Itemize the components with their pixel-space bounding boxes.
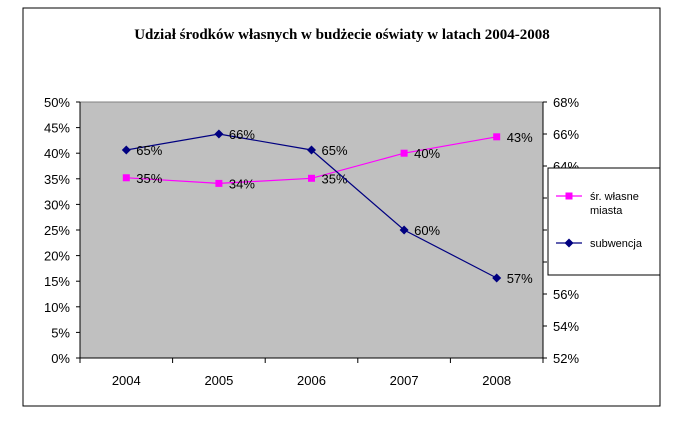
data-label-subsidy: 60% <box>414 223 440 238</box>
legend-marker-subsidy <box>564 238 574 248</box>
left-axis-tick-label: 40% <box>44 146 70 161</box>
data-point-subsidy <box>307 145 316 155</box>
data-label-own-funds: 43% <box>507 130 533 145</box>
data-label-subsidy: 66% <box>229 127 255 142</box>
right-axis-tick-label: 56% <box>553 287 579 302</box>
right-axis-tick-label: 66% <box>553 127 579 142</box>
x-axis-tick-label: 2006 <box>297 373 326 388</box>
data-point-subsidy <box>121 145 131 155</box>
legend: śr. własne miasta subwencja <box>547 167 661 276</box>
data-label-subsidy: 65% <box>322 143 348 158</box>
legend-marker-own-funds <box>565 192 573 200</box>
right-axis-tick-label: 52% <box>553 351 579 366</box>
data-label-subsidy: 65% <box>136 143 162 158</box>
left-axis-tick-label: 10% <box>44 300 70 315</box>
data-point-own-funds <box>122 174 130 182</box>
x-axis-tick-label: 2004 <box>112 373 141 388</box>
left-y-axis: 0% 5% 10% 15% 20% 25% 30% 35% 40% 45% 50% <box>44 95 81 366</box>
left-axis-tick-label: 30% <box>44 197 70 212</box>
legend-label-own-funds: śr. własne miasta <box>590 191 639 217</box>
legend-label-subsidy: subwencja <box>590 238 643 250</box>
left-axis-tick-label: 0% <box>51 351 70 366</box>
left-axis-tick-label: 50% <box>44 95 70 110</box>
data-point-subsidy <box>492 273 502 283</box>
left-axis-tick-label: 5% <box>51 325 70 340</box>
left-axis-tick-label: 35% <box>44 172 70 187</box>
data-point-own-funds <box>308 174 315 182</box>
left-axis-tick-label: 25% <box>44 223 70 238</box>
data-point-subsidy <box>399 225 409 235</box>
data-label-own-funds: 35% <box>136 171 162 186</box>
data-label-own-funds: 40% <box>414 146 440 161</box>
data-point-own-funds <box>493 133 501 141</box>
x-axis-tick-label: 2005 <box>204 373 233 388</box>
data-point-own-funds <box>215 179 223 187</box>
data-label-own-funds: 34% <box>229 176 255 191</box>
data-point-subsidy <box>214 129 224 139</box>
x-axis-tick-label: 2008 <box>482 373 511 388</box>
x-axis: 2004 2005 2006 2007 2008 <box>79 357 544 388</box>
right-axis-tick-label: 54% <box>553 319 579 334</box>
x-axis-tick-label: 2007 <box>390 373 419 388</box>
legend-box <box>547 167 661 276</box>
chart-title: Udział środków własnych w budżecie oświa… <box>134 27 550 43</box>
left-axis-tick-label: 45% <box>44 121 70 136</box>
series-layer: 35% 34% 35%40%43%65%66%65%60%57% <box>121 127 533 286</box>
left-axis-tick-label: 15% <box>44 274 70 289</box>
left-axis-tick-label: 20% <box>44 249 70 264</box>
right-axis-tick-label: 68% <box>553 95 579 110</box>
data-label-subsidy: 57% <box>507 271 533 286</box>
data-point-own-funds <box>400 149 408 157</box>
